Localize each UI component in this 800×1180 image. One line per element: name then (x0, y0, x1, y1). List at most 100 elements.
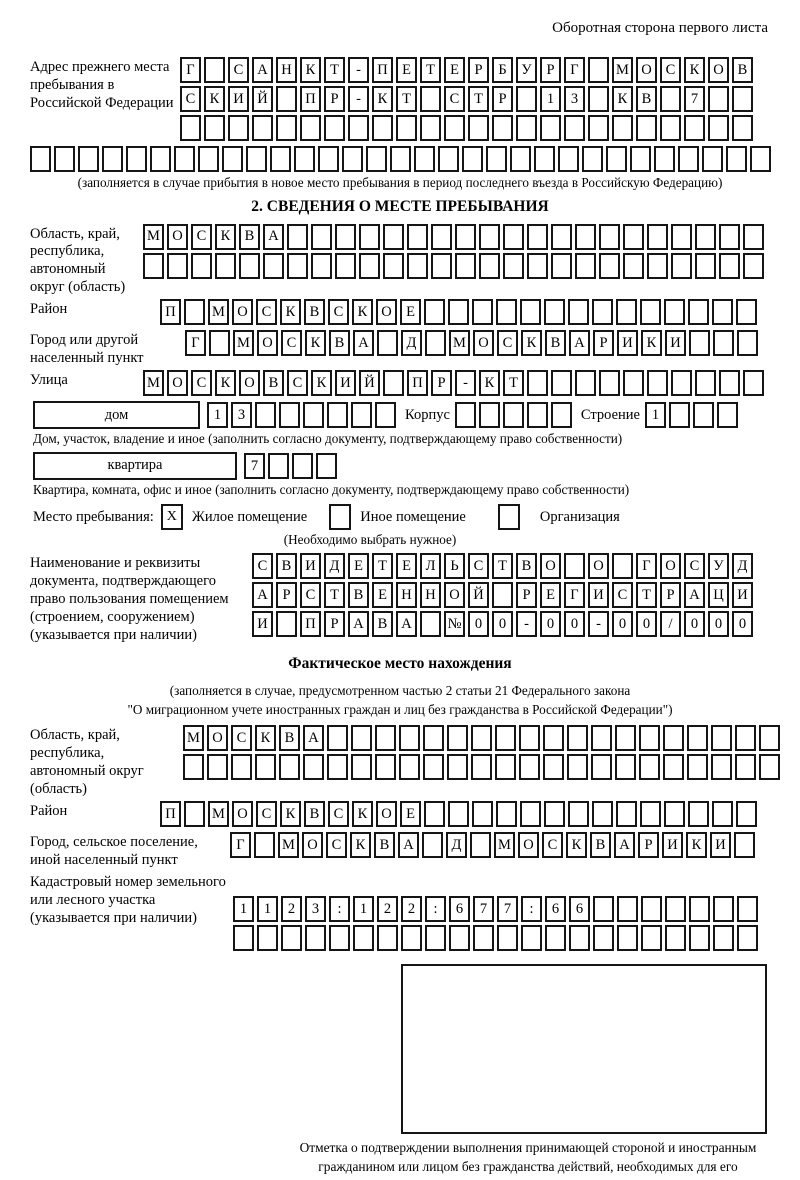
char-box[interactable]: М (612, 57, 633, 83)
char-box[interactable] (551, 370, 572, 397)
char-box[interactable] (732, 86, 753, 112)
char-box[interactable]: К (641, 330, 662, 357)
char-box[interactable]: 0 (564, 610, 585, 637)
char-box[interactable] (593, 895, 614, 922)
char-box[interactable]: 6 (545, 895, 566, 922)
char-box[interactable] (30, 146, 51, 172)
char-box[interactable] (568, 800, 589, 827)
char-box[interactable] (689, 895, 710, 922)
char-box[interactable] (252, 115, 273, 141)
char-box[interactable]: 1 (233, 895, 254, 922)
char-box[interactable] (695, 223, 716, 250)
char-box[interactable] (263, 252, 284, 279)
char-box[interactable] (688, 800, 709, 827)
char-box[interactable] (623, 223, 644, 250)
char-box[interactable] (184, 299, 205, 326)
char-box[interactable] (588, 115, 609, 141)
char-box[interactable]: Г (185, 330, 206, 357)
char-box[interactable]: И (710, 831, 731, 858)
char-box[interactable]: И (662, 831, 683, 858)
char-box[interactable]: Ь (444, 552, 465, 579)
char-box[interactable] (209, 330, 230, 357)
char-box[interactable] (270, 146, 291, 172)
char-box[interactable]: В (348, 581, 369, 608)
char-box[interactable] (735, 724, 756, 751)
char-box[interactable]: М (208, 800, 229, 827)
char-box[interactable] (575, 252, 596, 279)
char-box[interactable] (588, 86, 609, 112)
char-box[interactable]: Т (503, 370, 524, 397)
char-box[interactable] (503, 223, 524, 250)
char-box[interactable]: Р (660, 581, 681, 608)
char-box[interactable]: 6 (569, 895, 590, 922)
char-box[interactable] (711, 724, 732, 751)
char-box[interactable]: С (287, 370, 308, 397)
char-box[interactable] (496, 800, 517, 827)
char-box[interactable] (665, 924, 686, 951)
char-box[interactable]: С (300, 581, 321, 608)
char-box[interactable]: С (231, 724, 252, 751)
char-box[interactable] (383, 370, 404, 397)
char-box[interactable] (660, 115, 681, 141)
char-box[interactable] (623, 370, 644, 397)
char-box[interactable] (671, 370, 692, 397)
char-box[interactable]: 3 (231, 402, 252, 429)
char-box[interactable] (318, 146, 339, 172)
char-box[interactable]: К (684, 57, 705, 83)
char-box[interactable] (407, 252, 428, 279)
apartment-type-box[interactable]: квартира (33, 451, 237, 480)
char-box[interactable]: В (279, 724, 300, 751)
char-box[interactable] (294, 146, 315, 172)
char-box[interactable]: С (468, 552, 489, 579)
char-box[interactable]: А (263, 223, 284, 250)
char-box[interactable]: 7 (497, 895, 518, 922)
char-box[interactable]: Е (400, 800, 421, 827)
char-box[interactable]: М (183, 724, 204, 751)
char-box[interactable] (276, 86, 297, 112)
char-box[interactable]: Т (468, 86, 489, 112)
char-box[interactable]: О (473, 330, 494, 357)
char-box[interactable] (390, 146, 411, 172)
char-box[interactable]: - (455, 370, 476, 397)
char-box[interactable]: 2 (377, 895, 398, 922)
char-box[interactable] (407, 223, 428, 250)
char-box[interactable] (551, 223, 572, 250)
char-box[interactable]: Н (276, 57, 297, 83)
char-box[interactable]: Н (420, 581, 441, 608)
char-box[interactable] (431, 252, 452, 279)
char-box[interactable] (471, 753, 492, 780)
char-box[interactable]: В (263, 370, 284, 397)
char-box[interactable] (684, 115, 705, 141)
char-box[interactable] (351, 753, 372, 780)
char-box[interactable] (198, 146, 219, 172)
char-box[interactable]: А (396, 610, 417, 637)
char-box[interactable]: П (300, 610, 321, 637)
char-box[interactable]: 7 (684, 86, 705, 112)
char-box[interactable]: С (542, 831, 563, 858)
char-box[interactable] (372, 115, 393, 141)
char-box[interactable]: К (215, 370, 236, 397)
char-box[interactable] (736, 299, 757, 326)
char-box[interactable] (292, 452, 313, 479)
char-box[interactable] (716, 402, 738, 429)
char-box[interactable] (479, 223, 500, 250)
char-box[interactable] (663, 753, 684, 780)
char-box[interactable]: К (686, 831, 707, 858)
char-box[interactable]: С (191, 370, 212, 397)
char-box[interactable]: Р (468, 57, 489, 83)
char-box[interactable]: О (207, 724, 228, 751)
char-box[interactable] (276, 115, 297, 141)
char-box[interactable]: П (407, 370, 428, 397)
char-box[interactable] (327, 753, 348, 780)
char-box[interactable] (544, 299, 565, 326)
char-box[interactable] (599, 252, 620, 279)
char-box[interactable] (279, 402, 300, 429)
char-box[interactable]: А (569, 330, 590, 357)
char-box[interactable]: К (311, 370, 332, 397)
char-box[interactable] (231, 753, 252, 780)
char-box[interactable]: О (444, 581, 465, 608)
char-box[interactable]: С (281, 330, 302, 357)
char-box[interactable] (520, 800, 541, 827)
char-box[interactable] (591, 724, 612, 751)
char-box[interactable]: Г (564, 581, 585, 608)
